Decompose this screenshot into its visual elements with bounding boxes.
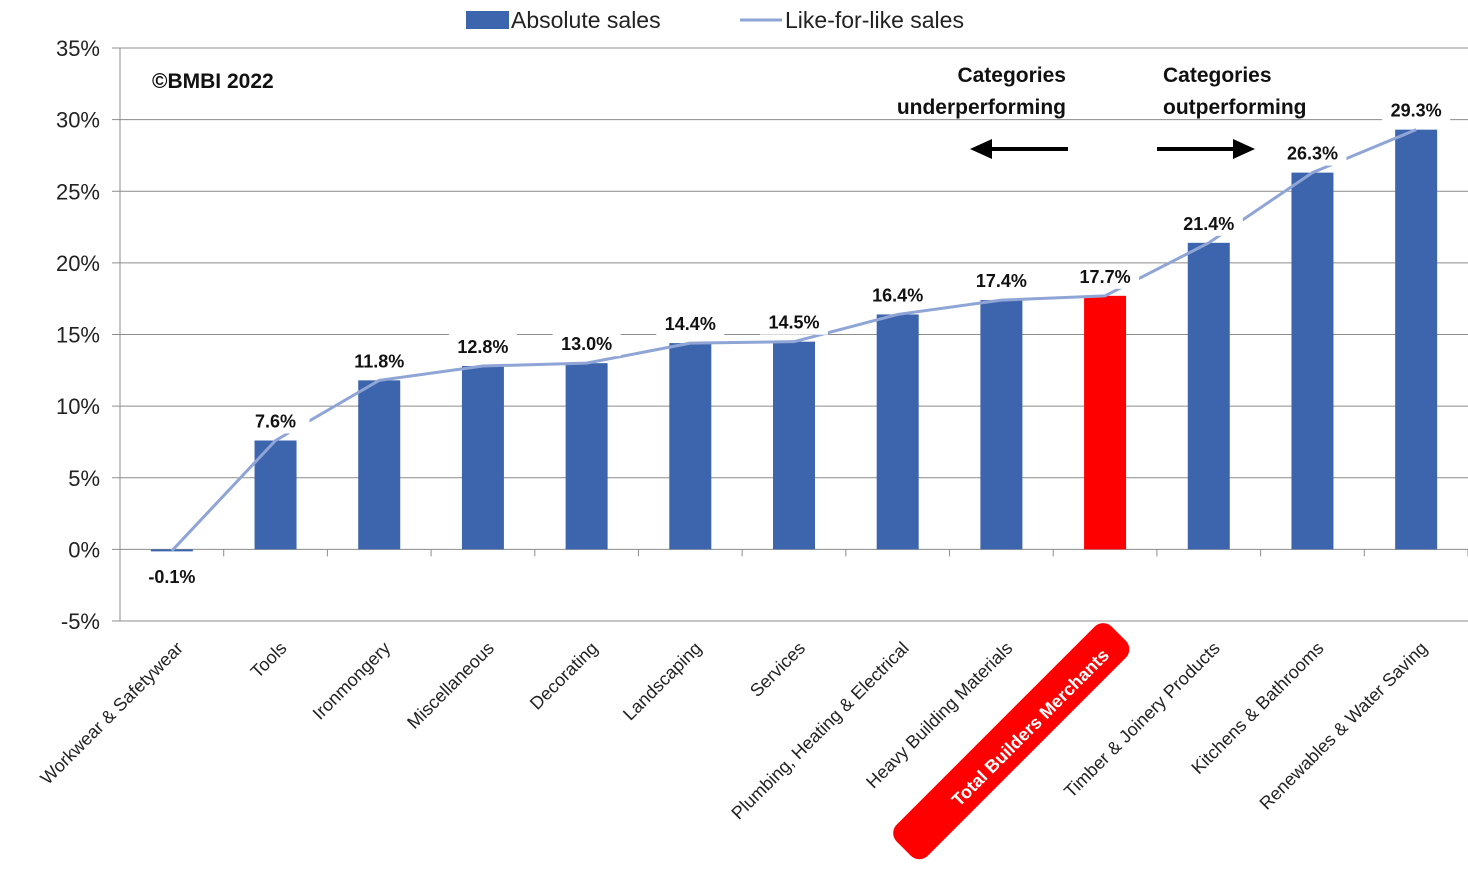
bar-timber-joinery-products: [1187, 242, 1230, 550]
data-label-bg: [345, 348, 414, 374]
bar-plumbing-heating-electrical: [876, 314, 919, 550]
data-label: 26.3%: [1287, 144, 1338, 164]
bar-landscaping: [669, 343, 712, 550]
legend-swatch-absolute-sales: [466, 11, 509, 29]
bar-tools: [254, 440, 297, 550]
data-label-bg: [552, 331, 621, 357]
legend: Absolute sales Like-for-like sales: [466, 7, 964, 33]
category-label-group: Tools: [247, 638, 291, 682]
data-label: 13.0%: [561, 334, 612, 354]
y-tick-label: 25%: [56, 179, 100, 204]
category-label-group: Renewables & Water Saving: [1256, 638, 1432, 814]
data-label: 17.7%: [1080, 267, 1131, 287]
data-label: 17.4%: [976, 271, 1027, 291]
arrow-left-icon: [970, 139, 1068, 159]
data-label-bg: [760, 309, 828, 335]
performance-annotations: Categories underperforming Categories ou…: [897, 64, 1306, 159]
category-label-group: Services: [746, 638, 809, 701]
data-label: 16.4%: [872, 285, 923, 305]
data-label: 14.4%: [665, 314, 716, 334]
category-label-group: Workwear & Safetywear: [36, 638, 186, 788]
data-labels: -0.1% 7.6% 11.8% 12.8% 13.0% 14.4% 14.5% 16.4% 1…: [137, 97, 1451, 589]
data-label: -0.1%: [148, 567, 195, 587]
like-for-like-line: [170, 128, 1417, 552]
bar-renewables-water-saving: [1395, 129, 1438, 550]
bar-decorating: [565, 363, 608, 550]
y-tick-label: 30%: [56, 108, 100, 133]
underperforming-note-line1: Categories: [957, 64, 1066, 87]
data-label-bg: [967, 268, 1036, 294]
category-label: Ironmongery: [309, 638, 395, 724]
category-label: Plumbing, Heating & Electrical: [727, 638, 912, 823]
highlight-badge: [893, 623, 1130, 860]
data-label: 21.4%: [1183, 214, 1234, 234]
data-label: 12.8%: [457, 337, 508, 357]
legend-label-like-for-like: Like-for-like sales: [785, 7, 964, 33]
data-label-bg: [1174, 210, 1243, 236]
series-line-like-for-like: [170, 128, 1417, 552]
underperforming-note-line2: underperforming: [897, 96, 1066, 119]
category-label: Renewables & Water Saving: [1256, 638, 1432, 814]
bars: [150, 129, 1438, 552]
bar-total-builders-merchants: [1084, 295, 1127, 550]
category-label-group: Landscaping: [619, 638, 705, 724]
category-label-group: Miscellaneous: [403, 638, 498, 733]
outperforming-note-line2: outperforming: [1163, 96, 1306, 119]
y-tick-label: 15%: [56, 323, 100, 348]
category-label-group: Ironmongery: [309, 638, 395, 724]
axes: -5% 0% 5% 10% 15% 20% 25% 30% 35%: [56, 36, 1468, 634]
y-tick-label: 5%: [68, 466, 100, 491]
bar-heavy-building-materials: [980, 300, 1023, 550]
category-label-group: Plumbing, Heating & Electrical: [727, 638, 912, 823]
data-label-bg: [137, 563, 206, 589]
arrow-right-icon: [1157, 139, 1255, 159]
y-tick-label: -5%: [61, 609, 100, 634]
bar-miscellaneous: [461, 366, 504, 550]
data-label: 7.6%: [255, 412, 296, 432]
data-label-bg: [863, 282, 932, 308]
data-label: 14.5%: [768, 313, 819, 333]
bar-services: [773, 341, 815, 550]
y-tick-label: 35%: [56, 36, 100, 61]
data-label-bg: [241, 408, 310, 434]
data-label-bg: [1071, 263, 1140, 289]
data-label: 29.3%: [1391, 101, 1442, 121]
y-tick-label: 20%: [56, 251, 100, 276]
outperforming-note-line1: Categories: [1163, 64, 1272, 87]
y-tick-label: 0%: [68, 537, 100, 562]
category-label-group: Decorating: [526, 638, 602, 714]
bar-ironmongery: [358, 380, 401, 550]
data-label: 11.8%: [354, 351, 404, 371]
copyright-note: ©BMBI 2022: [152, 70, 274, 93]
data-label-bg: [1278, 140, 1347, 166]
category-label: Miscellaneous: [403, 638, 498, 733]
category-label: Decorating: [526, 638, 602, 714]
category-label: Landscaping: [619, 638, 705, 724]
data-label-bg: [448, 334, 517, 360]
category-label: Services: [746, 638, 809, 701]
data-label-bg: [1382, 97, 1451, 123]
data-label-bg: [656, 311, 725, 337]
y-tick-label: 10%: [56, 394, 100, 419]
bar-kitchens-bathrooms: [1291, 172, 1334, 550]
category-label: Tools: [247, 638, 291, 682]
legend-label-absolute-sales: Absolute sales: [511, 7, 661, 33]
category-labels: Workwear & Safetywear Tools Ironmongery Mis…: [36, 623, 1432, 860]
category-label: Workwear & Safetywear: [36, 638, 186, 788]
